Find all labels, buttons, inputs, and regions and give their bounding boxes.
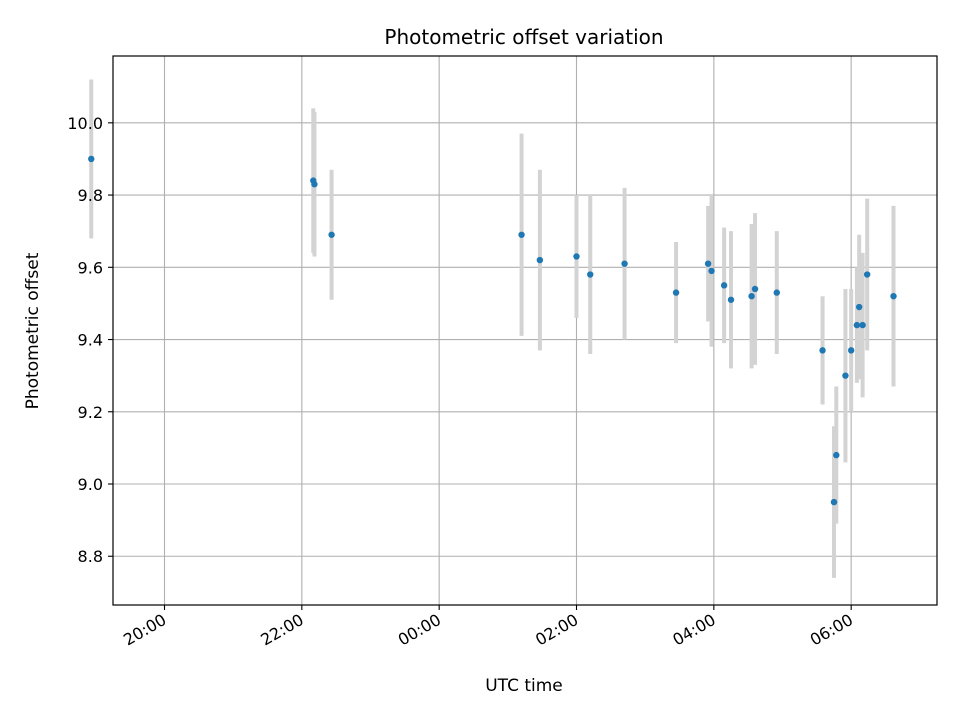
- data-point: [518, 231, 525, 238]
- data-point: [311, 181, 318, 188]
- data-point: [88, 155, 95, 163]
- data-point: [708, 267, 715, 275]
- data-point: [536, 256, 544, 264]
- data-point: [704, 260, 712, 267]
- x-tick-label: 20:00: [120, 610, 169, 650]
- data-point: [573, 253, 580, 260]
- data-point: [842, 372, 849, 379]
- data-point: [773, 289, 780, 296]
- y-tick-label: 9.8: [78, 186, 103, 205]
- data-point: [847, 347, 855, 354]
- data-point: [720, 282, 728, 289]
- data-point: [833, 451, 840, 459]
- y-tick-label: 10.0: [67, 114, 103, 133]
- plot-frame: [112, 55, 938, 606]
- data-point: [853, 321, 861, 329]
- data-point: [855, 303, 863, 311]
- y-tick-label: 9.6: [78, 258, 103, 277]
- data-point: [328, 231, 335, 238]
- data-point: [890, 292, 897, 300]
- data-points: [88, 155, 897, 506]
- x-tick-label: 04:00: [669, 610, 718, 650]
- data-point: [863, 271, 871, 278]
- data-point: [727, 296, 735, 303]
- data-point: [819, 347, 826, 354]
- x-axis-ticks: 20:00 22:00 00:00 02:00 04:00 06:00: [120, 605, 856, 650]
- plot-area: [113, 56, 937, 605]
- data-point: [751, 285, 759, 293]
- y-axis-title: Photometric offset: [23, 252, 43, 409]
- x-tick-label: 06:00: [807, 610, 856, 650]
- data-point: [672, 289, 680, 296]
- data-point: [748, 292, 755, 300]
- x-tick-label: 22:00: [257, 610, 306, 650]
- y-tick-label: 9.2: [78, 403, 103, 422]
- y-tick-label: 9.4: [78, 331, 103, 350]
- x-tick-label: 02:00: [532, 610, 581, 650]
- data-point: [587, 271, 594, 278]
- y-tick-label: 9.0: [78, 475, 103, 494]
- x-tick-label: 00:00: [395, 610, 444, 650]
- data-point: [830, 498, 838, 506]
- x-axis-title: UTC time: [485, 676, 563, 696]
- y-tick-label: 8.8: [78, 547, 103, 566]
- data-point: [621, 260, 628, 267]
- chart-title: Photometric offset variation: [384, 25, 663, 49]
- y-axis-ticks: 8.8 9.0 9.2 9.4 9.6 9.8 10.0: [67, 114, 113, 566]
- data-point: [859, 321, 866, 329]
